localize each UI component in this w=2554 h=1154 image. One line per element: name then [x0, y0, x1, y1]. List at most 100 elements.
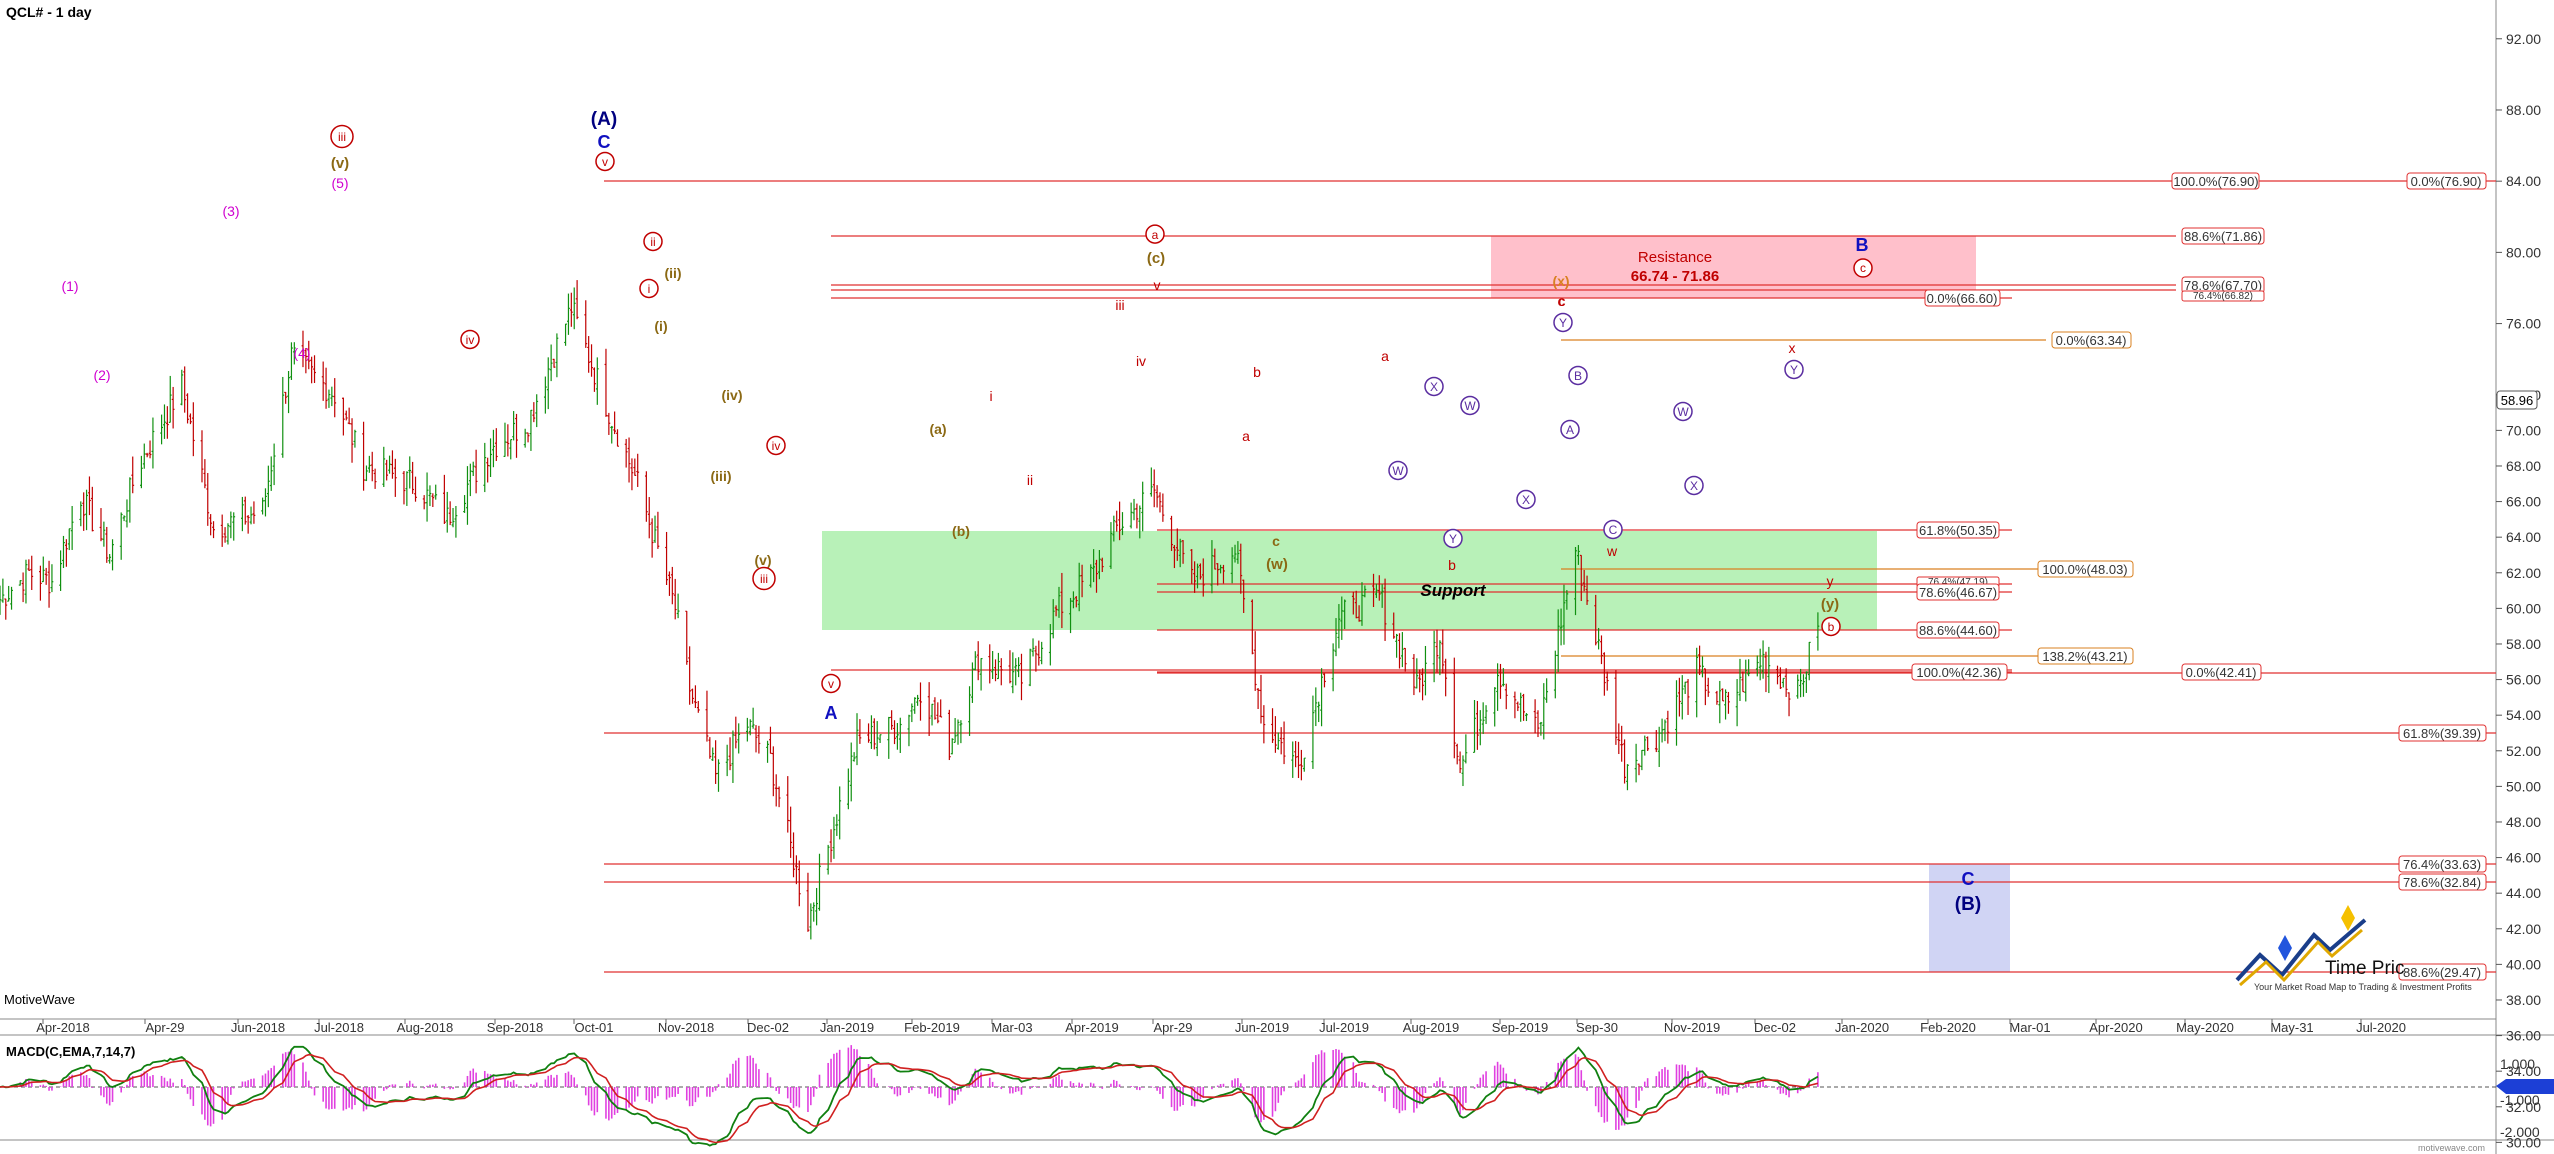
- wave-label-15: iv: [466, 333, 475, 347]
- macd-panel: MACD(C,EMA,7,14,7) 1.000 -1.000 -2.000: [0, 1044, 2554, 1147]
- date-label-23: Mar-01: [2009, 1020, 2050, 1035]
- wave-label-29: iii: [1115, 297, 1124, 313]
- macd-axis: 1.000 -1.000 -2.000: [2500, 1056, 2540, 1140]
- fib-labels: 100.0%(76.90) 0.0%(76.90) 88.6%(71.86) 7…: [1911, 172, 2487, 981]
- svg-text:-1.000: -1.000: [2500, 1092, 2540, 1108]
- motivewave-label: MotiveWave: [4, 992, 75, 1007]
- price-tick-20: 42.00: [2506, 921, 2541, 937]
- wave-label-8: (1): [61, 278, 78, 294]
- fib-label-1000-4803: 100.0%(48.03): [2037, 560, 2134, 578]
- wave-label-54: W: [1677, 405, 1689, 419]
- wave-label-22: (v): [754, 552, 771, 568]
- fib-label-764-3363: 76.4%(33.63): [2398, 855, 2487, 873]
- fib-label-618-5035: 61.8%(50.35): [1916, 521, 2000, 539]
- wave-label-1: C: [598, 132, 611, 152]
- svg-text:61.8%(39.39): 61.8%(39.39): [2403, 726, 2481, 741]
- fib-label-786-3284: 78.6%(32.84): [2398, 873, 2487, 891]
- wave-label-41: (x): [1552, 273, 1569, 289]
- date-label-19: Nov-2019: [1664, 1020, 1720, 1035]
- wave-label-33: (c): [1147, 250, 1165, 267]
- fib-label-00-7690: 0.0%(76.90): [2406, 172, 2487, 190]
- wave-circle: [1568, 365, 1588, 386]
- svg-text:0.0%(63.34): 0.0%(63.34): [2056, 333, 2127, 348]
- price-tick-21: 40.00: [2506, 956, 2541, 972]
- price-tick-15: 52.00: [2506, 743, 2541, 759]
- date-label-24: Apr-2020: [2089, 1020, 2142, 1035]
- wave-label-20: (iv): [722, 387, 743, 403]
- wave-label-32: a: [1152, 228, 1159, 242]
- wave-label-7: (B): [1955, 894, 1981, 915]
- date-axis: Apr-2018 Apr-29 Jun-2018 Jul-2018 Aug-2018 Se…: [36, 1019, 2406, 1035]
- wave-label-0: (A): [591, 109, 617, 130]
- wave-label-4: v: [828, 677, 834, 691]
- price-tick-11: 60.00: [2506, 600, 2541, 616]
- wave-label-46: W: [1392, 464, 1404, 478]
- price-tick-7: 68.00: [2506, 458, 2541, 474]
- wave-circle: [1553, 312, 1573, 333]
- price-tick-2: 84.00: [2506, 173, 2541, 189]
- wave-label-36: c: [1272, 533, 1280, 549]
- resistance-range: 66.74 - 71.86: [1631, 268, 1719, 285]
- date-label-20: Dec-02: [1754, 1020, 1796, 1035]
- wave-label-44: b: [1828, 620, 1835, 634]
- wave-label-42: y: [1827, 573, 1834, 589]
- svg-text:-2.000: -2.000: [2500, 1124, 2540, 1140]
- wave-label-55: X: [1690, 479, 1698, 493]
- support-zone: [822, 531, 1877, 630]
- wave-label-19: (i): [654, 318, 667, 334]
- svg-text:76.4%(47.19): 76.4%(47.19): [1928, 577, 1988, 588]
- wave-circle: [1784, 359, 1804, 380]
- wave-label-35: a: [1242, 428, 1250, 444]
- wave-label-26: (b): [952, 523, 970, 539]
- date-label-3: Jul-2018: [314, 1020, 364, 1035]
- wave-circle: [595, 151, 615, 172]
- wave-label-3: A: [825, 703, 838, 723]
- wave-label-18: (ii): [664, 265, 681, 281]
- date-label-0: Apr-2018: [36, 1020, 89, 1035]
- date-label-12: Apr-2019: [1065, 1020, 1118, 1035]
- wave-label-16: ii: [650, 235, 655, 249]
- wave-circle: [330, 124, 354, 149]
- wave-label-57: c: [1558, 293, 1565, 309]
- wave-label-27: i: [989, 388, 992, 404]
- wave-label-53: C: [1609, 523, 1618, 537]
- svg-text:138.2%(43.21): 138.2%(43.21): [2042, 649, 2127, 664]
- wave-label-6: C: [1962, 869, 1975, 889]
- resistance-zone: [1491, 236, 1976, 298]
- svg-text:78.6%(67.70): 78.6%(67.70): [2184, 278, 2262, 293]
- svg-text:1.000: 1.000: [2500, 1056, 2535, 1072]
- price-tick-6: 70.00: [2506, 422, 2541, 438]
- price-tick-8: 66.00: [2506, 494, 2541, 510]
- wave-label-21: (iii): [711, 468, 732, 484]
- date-label-11: Mar-03: [991, 1020, 1032, 1035]
- price-tick-22: 38.00: [2506, 992, 2541, 1008]
- wave-label-25: (a): [929, 421, 946, 437]
- wave-circle: [1673, 401, 1693, 422]
- date-label-1: Apr-29: [145, 1020, 184, 1035]
- wave-label-59: x: [1789, 340, 1796, 356]
- wave-label-11: (4): [293, 345, 310, 361]
- macd-current-marker: [2496, 1079, 2554, 1094]
- wave-label-58: w: [1606, 543, 1618, 559]
- price-tick-17: 48.00: [2506, 814, 2541, 830]
- svg-text:0.0%(42.41): 0.0%(42.41): [2186, 665, 2257, 680]
- resistance-title: Resistance: [1638, 249, 1712, 266]
- price-tick-25: 32.00: [2506, 1099, 2541, 1115]
- svg-text:0.0%(76.90): 0.0%(76.90): [2411, 174, 2482, 189]
- price-tick-1: 88.00: [2506, 102, 2541, 118]
- date-label-2: Jun-2018: [231, 1020, 285, 1035]
- wave-label-10: (3): [222, 203, 239, 219]
- date-label-27: Jul-2020: [2356, 1020, 2406, 1035]
- wave-label-37: (w): [1266, 556, 1288, 573]
- wave-circle: [1603, 519, 1623, 540]
- wave-label-40: c: [1559, 293, 1566, 309]
- price-tick-0: 92.00: [2506, 31, 2541, 47]
- price-tick-23: 36.00: [2506, 1028, 2541, 1044]
- date-label-8: Dec-02: [747, 1020, 789, 1035]
- wave-label-9: (2): [93, 367, 110, 383]
- last-price-tag: 58.96: [2496, 390, 2538, 410]
- wave-label-23: iii: [760, 572, 768, 586]
- price-tick-9: 64.00: [2506, 529, 2541, 545]
- wave-label-2: v: [602, 155, 608, 169]
